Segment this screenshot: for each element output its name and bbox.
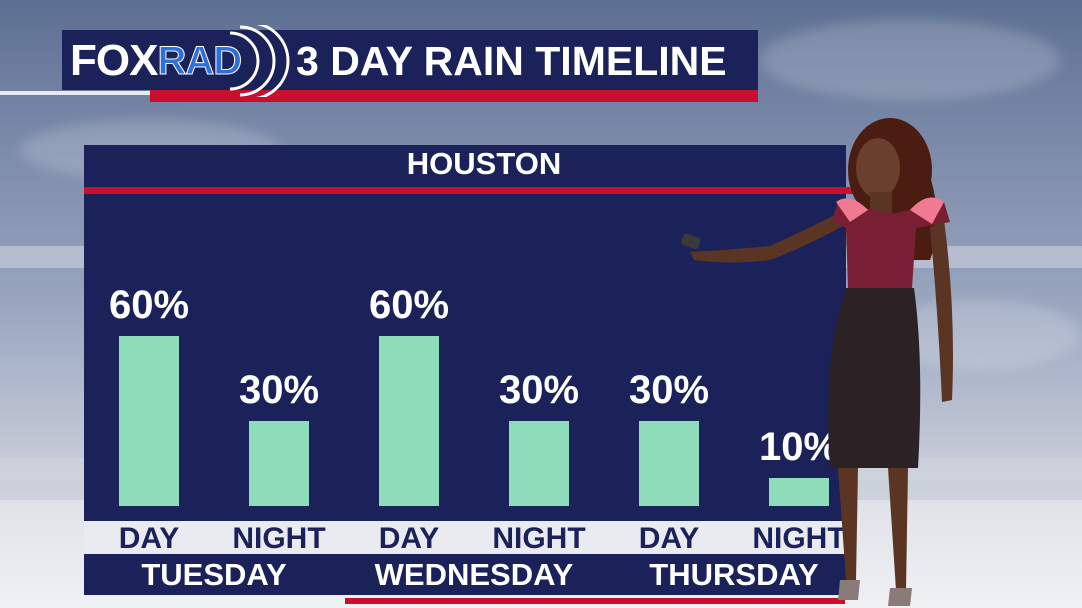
header-bar: [62, 30, 758, 90]
bottom-red-stripe: [345, 598, 845, 604]
chart-panel: [84, 145, 846, 595]
rain-chance-label: 10%: [758, 424, 840, 469]
location-red-stripe: [84, 187, 854, 194]
period-label: DAY: [118, 522, 180, 555]
rain-chance-label: 60%: [108, 283, 190, 327]
period-label: NIGHT: [492, 522, 586, 555]
day-label: WEDNESDAY: [374, 557, 574, 592]
logo-fox-text: FOX: [70, 36, 158, 85]
rain-chance-bar: [249, 421, 309, 506]
rain-chance-label: 30%: [628, 368, 710, 412]
header-red-stripe: [150, 90, 758, 102]
logo-rad-text: RAD: [157, 38, 243, 83]
period-label: NIGHT: [752, 522, 846, 555]
background-cloud: [760, 20, 1060, 100]
day-label: THURSDAY: [649, 557, 819, 592]
location-title: HOUSTON: [406, 146, 562, 181]
rain-chance-bar: [509, 421, 569, 506]
rain-chance-bar: [769, 477, 829, 506]
presenter-figure: [681, 118, 953, 606]
rain-chance-label: 30%: [498, 368, 580, 412]
period-label-band: [84, 521, 846, 554]
page-title: 3 DAY RAIN TIMELINE: [296, 38, 727, 84]
foxrad-logo: FOX RAD: [70, 25, 290, 97]
day-label: TUESDAY: [141, 557, 287, 592]
rain-chance-bar: [379, 336, 439, 506]
period-label: DAY: [638, 522, 700, 555]
period-label: DAY: [378, 522, 440, 555]
rain-chance-bar: [119, 336, 179, 506]
radar-waves-icon: [229, 25, 290, 97]
header-accent-line: [0, 91, 150, 95]
rain-chance-bar: [639, 421, 699, 506]
rain-chance-label: 60%: [368, 283, 450, 327]
rain-chance-label: 30%: [238, 368, 320, 412]
period-label: NIGHT: [232, 522, 326, 555]
